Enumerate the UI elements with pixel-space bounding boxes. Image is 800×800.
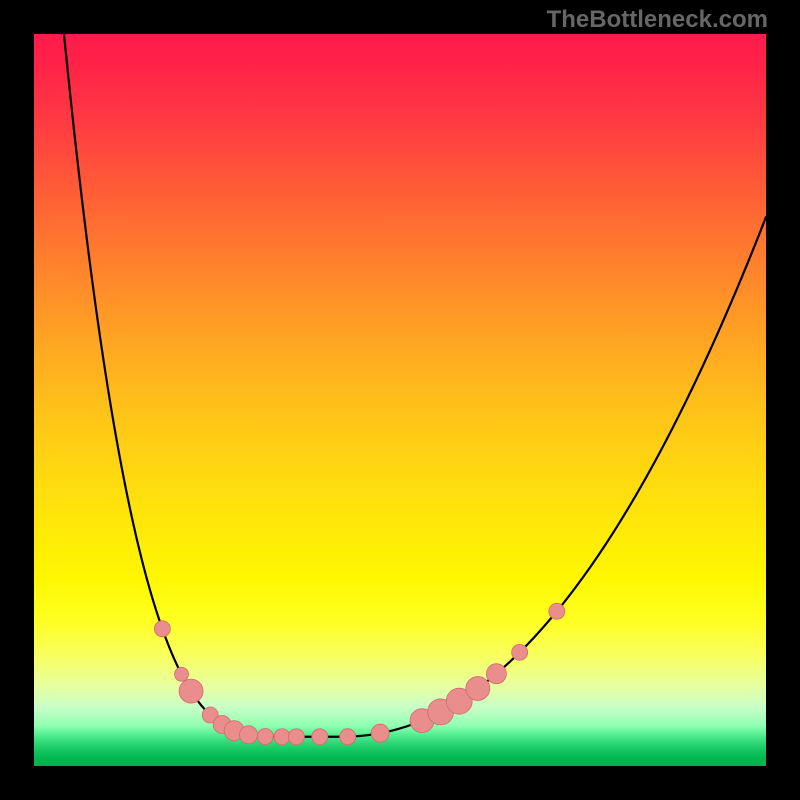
- watermark-text: TheBottleneck.com: [547, 6, 768, 34]
- data-marker: [371, 724, 389, 742]
- plot-background: [34, 34, 766, 766]
- data-marker: [154, 621, 170, 637]
- data-marker: [288, 729, 304, 745]
- data-marker: [512, 644, 528, 660]
- chart-root: TheBottleneck.com: [0, 0, 800, 800]
- data-marker: [466, 676, 490, 700]
- data-marker: [179, 679, 203, 703]
- data-marker: [274, 729, 290, 745]
- data-marker: [486, 664, 506, 684]
- data-marker: [312, 729, 328, 745]
- data-marker: [257, 729, 273, 745]
- data-marker: [175, 667, 189, 681]
- data-marker: [240, 726, 258, 744]
- plot-svg: [0, 0, 800, 800]
- data-marker: [340, 729, 356, 745]
- data-marker: [549, 603, 565, 619]
